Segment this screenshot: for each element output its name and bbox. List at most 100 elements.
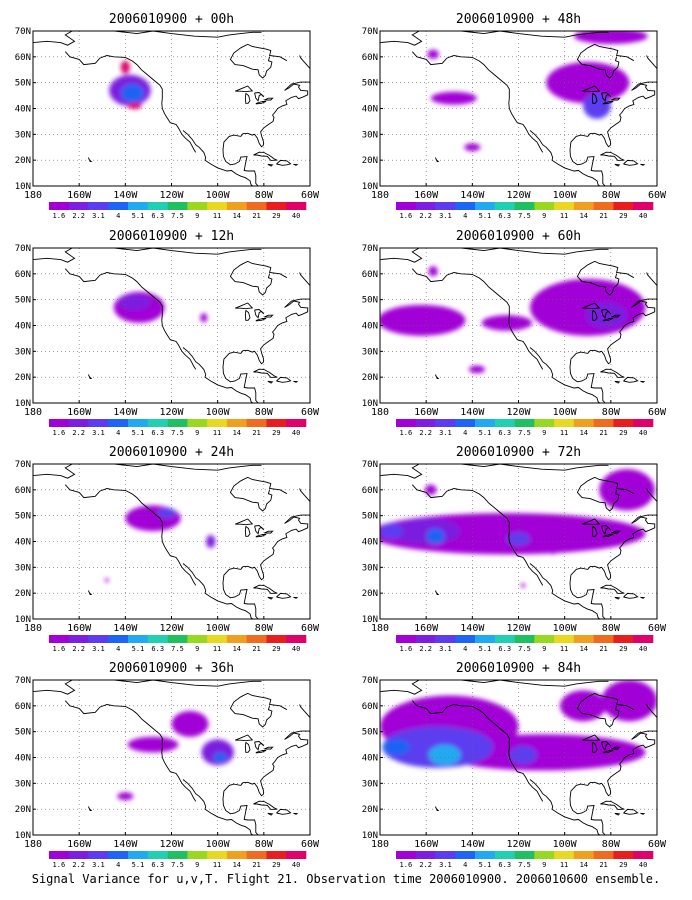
forecast-panel: 2006010900 + 36h 10N 20N 30N 40N 50N 60N 70N 180… xyxy=(15,661,320,869)
panel-frame xyxy=(379,30,658,187)
coast-segment xyxy=(64,484,197,586)
color-bar: 1.6 2.2 3.1 4 5.1 6.3 7.5 9 11 14 21 29 40 xyxy=(49,202,307,220)
color-bar-swatch xyxy=(455,419,476,427)
color-bar-swatch xyxy=(396,202,417,210)
color-bar-label: 9 xyxy=(542,429,546,437)
color-bar-label: 29 xyxy=(619,861,627,869)
color-bar-label: 1.6 xyxy=(53,861,66,869)
color-bar-label: 29 xyxy=(272,429,280,437)
x-tick-label: 80W xyxy=(602,839,621,850)
coast-segment xyxy=(457,31,609,38)
color-bar-swatch xyxy=(226,635,247,643)
coast-segment xyxy=(611,314,621,318)
coast-segment xyxy=(640,812,646,815)
color-bar-swatch xyxy=(226,202,247,210)
color-bar-swatch xyxy=(286,202,307,210)
variance-contour xyxy=(601,680,657,722)
x-tick-label: 160W xyxy=(67,839,92,850)
color-bar-swatch xyxy=(475,419,496,427)
color-bar-label: 6.3 xyxy=(498,861,511,869)
color-bar-label: 3.1 xyxy=(92,212,105,220)
color-bar-label: 14 xyxy=(580,212,588,220)
coast-segment xyxy=(33,680,76,695)
coast-segment xyxy=(293,380,299,383)
coast-segment xyxy=(457,680,609,687)
coast-segment xyxy=(623,159,639,166)
panel-title: 2006010900 + 72h xyxy=(456,445,581,460)
color-bar-label: 29 xyxy=(272,212,280,220)
color-bar-swatch xyxy=(435,635,456,643)
color-bar-label: 1.6 xyxy=(400,429,413,437)
coast-segment xyxy=(576,260,635,296)
color-bar-swatch xyxy=(108,635,129,643)
color-bar-swatch xyxy=(187,419,208,427)
coast-segment xyxy=(411,484,544,586)
variance-contour xyxy=(530,279,646,336)
coastline xyxy=(380,248,657,403)
color-bar-label: 29 xyxy=(619,212,627,220)
color-bar-swatch xyxy=(633,851,654,859)
variance-contour xyxy=(583,93,611,119)
coast-segment xyxy=(601,92,612,102)
color-bar-label: 4 xyxy=(463,861,467,869)
coast-segment xyxy=(601,309,612,319)
color-bar-swatch xyxy=(534,202,555,210)
x-tick-label: 160W xyxy=(414,839,439,850)
x-tick-label: 120W xyxy=(159,407,184,418)
color-bar-swatch xyxy=(593,419,614,427)
color-bar-swatch xyxy=(246,419,267,427)
x-tick-label: 140W xyxy=(460,623,485,634)
coast-segment xyxy=(631,272,657,308)
color-bar-label: 14 xyxy=(580,861,588,869)
variance-contour xyxy=(380,523,404,539)
coast-segment xyxy=(267,812,274,816)
variance-contour xyxy=(509,745,537,764)
coast-segment xyxy=(569,516,656,619)
coast-segment xyxy=(284,488,310,524)
y-tick-label: 40N xyxy=(362,322,378,332)
variance-contour xyxy=(127,736,179,753)
variance-contour xyxy=(468,365,486,374)
coast-segment xyxy=(276,592,292,599)
y-tick-label: 70N xyxy=(362,676,378,686)
grid-lines xyxy=(380,31,657,186)
color-bar-label: 2.2 xyxy=(419,861,432,869)
color-bar-swatch xyxy=(266,851,287,859)
color-bar-swatch xyxy=(187,851,208,859)
color-bar: 1.6 2.2 3.1 4 5.1 6.3 7.5 9 11 14 21 29 40 xyxy=(396,202,654,220)
color-bar-label: 5.1 xyxy=(132,645,145,653)
color-bar-swatch xyxy=(49,202,70,210)
color-bar-swatch xyxy=(573,202,594,210)
color-bar-swatch xyxy=(435,419,456,427)
grid-lines xyxy=(33,248,310,403)
coast-segment xyxy=(253,368,278,378)
color-bar-swatch xyxy=(147,419,168,427)
coast-segment xyxy=(276,159,292,166)
x-tick-label: 180 xyxy=(24,190,42,201)
color-bar-label: 14 xyxy=(233,861,241,869)
coast-segment xyxy=(255,318,267,322)
color-bar-swatch xyxy=(593,635,614,643)
coast-segment xyxy=(576,692,635,728)
coast-segment xyxy=(411,268,544,370)
forecast-panel: 2006010900 + 24h 10N 20N 30N 40N 50N 60N 70N 180… xyxy=(15,445,320,653)
y-tick-label: 40N xyxy=(362,754,378,764)
x-tick-label: 120W xyxy=(506,839,531,850)
color-bar-swatch xyxy=(475,851,496,859)
coast-segment xyxy=(600,800,625,810)
coast-segment xyxy=(293,163,299,166)
color-bar-label: 7.5 xyxy=(171,645,184,653)
coast-segment xyxy=(631,488,657,524)
y-tick-label: 10N xyxy=(362,615,378,625)
coast-segment xyxy=(276,376,292,383)
color-bar-label: 21 xyxy=(599,645,607,653)
color-bar-swatch xyxy=(147,635,168,643)
variance-contour xyxy=(425,484,437,496)
y-tick-label: 10N xyxy=(15,831,31,841)
color-bar-swatch xyxy=(88,419,109,427)
color-bar-label: 9 xyxy=(542,645,546,653)
variance-contour xyxy=(573,31,648,44)
x-tick-label: 160W xyxy=(67,407,92,418)
coast-segment xyxy=(602,101,614,105)
color-bar-label: 4 xyxy=(463,212,467,220)
